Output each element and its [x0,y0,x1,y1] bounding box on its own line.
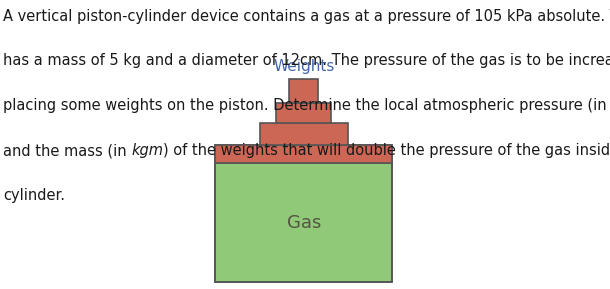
Text: Gas: Gas [287,214,321,231]
Text: A vertical piston-cylinder device contains a gas at a pressure of 105 kPa absolu: A vertical piston-cylinder device contai… [3,9,610,24]
Bar [215,163,392,282]
Bar [215,144,392,282]
Text: kgm: kgm [131,143,163,158]
Text: and the mass (in: and the mass (in [3,143,131,158]
Bar [289,79,318,103]
Bar [215,144,392,163]
Bar [276,103,331,123]
Text: cylinder.: cylinder. [3,188,65,203]
Text: ) of the weights that will double the pressure of the gas inside the: ) of the weights that will double the pr… [163,143,610,158]
Text: Weights: Weights [273,59,334,74]
Text: has a mass of 5 kg and a diameter of 12cm. The pressure of the gas is to be incr: has a mass of 5 kg and a diameter of 12c… [3,53,610,68]
Bar [260,123,348,144]
Text: placing some weights on the piston. Determine the local atmospheric pressure (in: placing some weights on the piston. Dete… [3,98,610,113]
